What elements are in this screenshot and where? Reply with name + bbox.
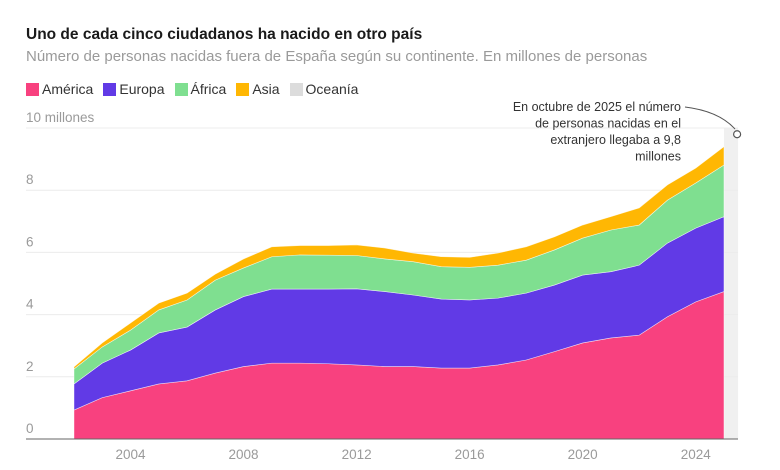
x-tick-label: 2020 [568, 447, 598, 462]
annotation-marker [733, 130, 742, 139]
legend-swatch [26, 82, 39, 96]
y-tick-label: 8 [26, 172, 34, 187]
annotation-connector [684, 106, 736, 130]
legend-label: Europa [119, 81, 165, 97]
annotation-text: En octubre de 2025 el número [513, 100, 681, 114]
legend-item-america: América [26, 81, 93, 97]
chart-title: Uno de cada cinco ciudadanos ha nacido e… [26, 26, 423, 43]
x-tick-label: 2012 [342, 447, 372, 462]
legend-item-oceania: Oceanía [289, 81, 359, 97]
annotation-text: extranjero llegaba a 9,8 [550, 133, 681, 147]
x-tick-label: 2008 [229, 447, 259, 462]
y-tick-label: 2 [26, 359, 34, 374]
y-tick-label: 0 [26, 421, 34, 436]
legend-item-europa: Europa [103, 81, 165, 97]
legend: América Europa África Asia Oceanía [26, 81, 358, 97]
annotation-text: de personas nacidas en el [535, 117, 681, 131]
x-tick-label: 2004 [115, 447, 146, 462]
legend-label: África [190, 81, 227, 97]
legend-label: Oceanía [305, 81, 359, 97]
y-tick-label: 10 millones [26, 110, 95, 125]
legend-item-asia: Asia [236, 81, 280, 97]
legend-label: América [42, 81, 94, 97]
y-tick-label: 4 [26, 297, 34, 312]
area-asia [73, 146, 725, 370]
legend-swatch [103, 82, 117, 96]
latest-highlight-column [723, 128, 739, 439]
y-tick-label: 6 [26, 234, 34, 249]
chart-subtitle: Número de personas nacidas fuera de Espa… [26, 48, 648, 65]
legend-swatch [289, 82, 303, 96]
legend-swatch [174, 82, 188, 96]
legend-label: Asia [252, 81, 280, 97]
legend-swatch [236, 82, 250, 96]
x-tick-label: 2016 [455, 447, 485, 462]
legend-item-africa: África [174, 81, 227, 97]
x-tick-label: 2024 [681, 447, 712, 462]
annotation-text: millones [635, 150, 681, 164]
